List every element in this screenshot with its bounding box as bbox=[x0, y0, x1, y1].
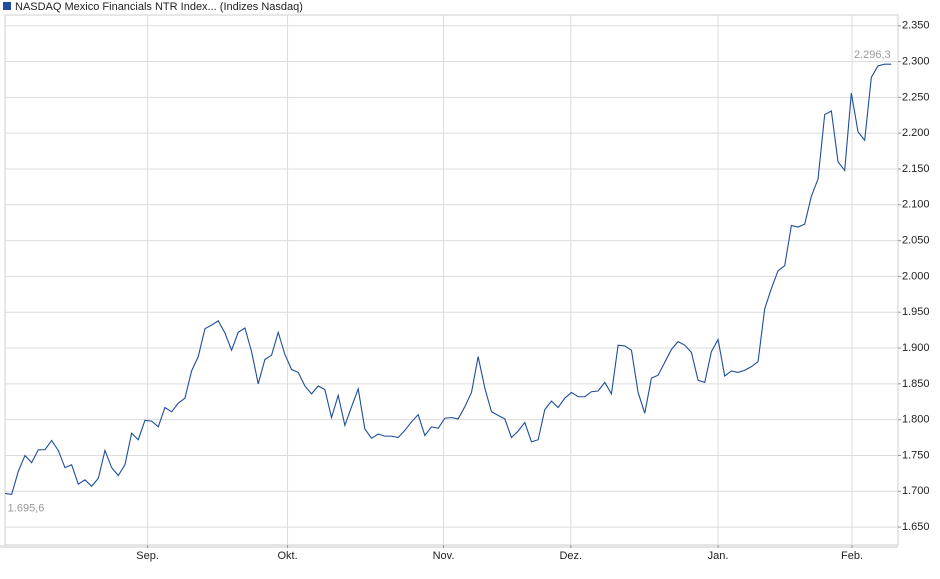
x-tick-label: Sep. bbox=[136, 550, 159, 562]
max-label: 2.296,3 bbox=[854, 49, 891, 61]
y-tick-label: 1.700 bbox=[902, 485, 930, 497]
y-tick-label: 2.050 bbox=[902, 235, 930, 247]
legend-swatch bbox=[3, 2, 11, 10]
x-axis-band bbox=[0, 545, 898, 548]
x-tick-label: Okt. bbox=[277, 550, 297, 562]
y-tick-label: 1.950 bbox=[902, 306, 930, 318]
y-tick-label: 2.250 bbox=[902, 91, 930, 103]
y-tick-label: 1.650 bbox=[902, 521, 930, 533]
y-tick-label: 1.850 bbox=[902, 378, 930, 390]
y-tick-label: 2.100 bbox=[902, 199, 930, 211]
y-tick-label: 1.800 bbox=[902, 414, 930, 426]
y-tick-label: 2.150 bbox=[902, 163, 930, 175]
x-tick-label: Jan. bbox=[708, 550, 729, 562]
y-tick-label: 2.000 bbox=[902, 270, 930, 282]
legend-label: NASDAQ Mexico Financials NTR Index... (I… bbox=[15, 1, 303, 13]
min-label: 1.695,6 bbox=[8, 502, 45, 514]
x-tick-label: Nov. bbox=[433, 550, 455, 562]
plot-area bbox=[4, 14, 899, 546]
y-tick-label: 1.900 bbox=[902, 342, 930, 354]
y-tick-label: 2.300 bbox=[902, 55, 930, 67]
line-series bbox=[4, 63, 892, 496]
x-tick-label: Feb. bbox=[841, 550, 863, 562]
x-tick-label: Dez. bbox=[559, 550, 582, 562]
y-tick-label: 2.200 bbox=[902, 127, 930, 139]
y-tick-label: 2.350 bbox=[902, 20, 930, 32]
y-tick-label: 1.750 bbox=[902, 449, 930, 461]
